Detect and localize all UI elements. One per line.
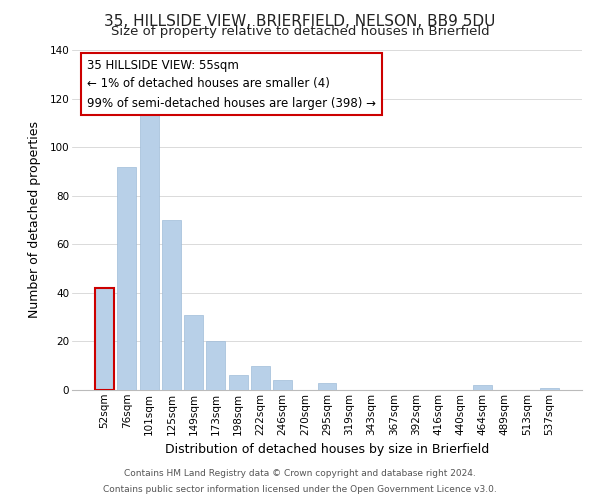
Bar — [162, 220, 181, 390]
Text: 35, HILLSIDE VIEW, BRIERFIELD, NELSON, BB9 5DU: 35, HILLSIDE VIEW, BRIERFIELD, NELSON, B… — [104, 14, 496, 29]
Y-axis label: Number of detached properties: Number of detached properties — [28, 122, 41, 318]
Bar — [540, 388, 559, 390]
Bar — [95, 288, 114, 390]
Bar — [251, 366, 270, 390]
Bar — [273, 380, 292, 390]
Bar — [317, 382, 337, 390]
Bar — [140, 108, 158, 390]
X-axis label: Distribution of detached houses by size in Brierfield: Distribution of detached houses by size … — [165, 443, 489, 456]
Text: Contains public sector information licensed under the Open Government Licence v3: Contains public sector information licen… — [103, 485, 497, 494]
Bar — [184, 314, 203, 390]
Bar — [473, 385, 492, 390]
Bar — [206, 342, 225, 390]
Bar — [229, 376, 248, 390]
Bar — [118, 166, 136, 390]
Text: Size of property relative to detached houses in Brierfield: Size of property relative to detached ho… — [110, 25, 490, 38]
Text: 35 HILLSIDE VIEW: 55sqm
← 1% of detached houses are smaller (4)
99% of semi-deta: 35 HILLSIDE VIEW: 55sqm ← 1% of detached… — [88, 58, 376, 110]
Text: Contains HM Land Registry data © Crown copyright and database right 2024.: Contains HM Land Registry data © Crown c… — [124, 468, 476, 477]
